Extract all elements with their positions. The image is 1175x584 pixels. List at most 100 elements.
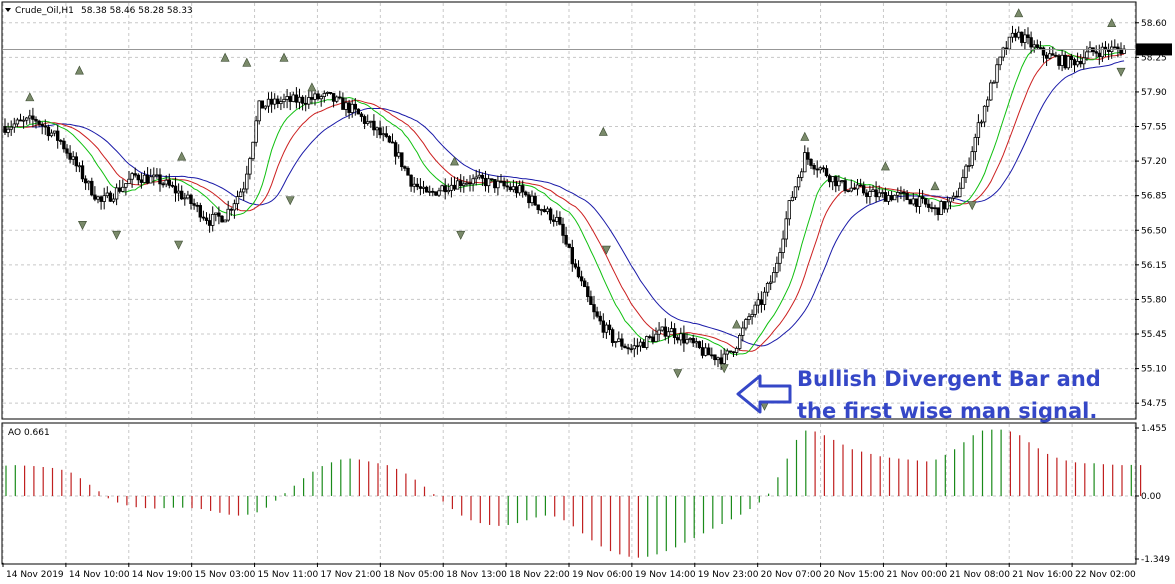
candle-body bbox=[564, 234, 568, 245]
candle-body bbox=[291, 94, 295, 102]
time-tick-label: 14 Nov 19:00 bbox=[132, 570, 193, 580]
candle bbox=[465, 178, 469, 187]
candle-body bbox=[46, 126, 51, 137]
fractal-up-marker bbox=[800, 131, 810, 141]
candle bbox=[555, 210, 559, 226]
candle-body bbox=[995, 64, 999, 83]
candle bbox=[964, 163, 968, 183]
candle-body bbox=[421, 186, 426, 189]
candle bbox=[133, 167, 137, 178]
candle bbox=[896, 187, 900, 203]
candle bbox=[245, 165, 249, 194]
candle-body bbox=[452, 184, 457, 190]
candle-body bbox=[586, 286, 590, 298]
candle-body bbox=[527, 194, 531, 204]
candle bbox=[657, 322, 661, 342]
candle bbox=[1069, 53, 1074, 69]
candle-body bbox=[381, 133, 385, 136]
candle-body bbox=[800, 171, 804, 178]
candle-body bbox=[248, 158, 252, 175]
candle bbox=[626, 343, 630, 355]
candle bbox=[527, 191, 531, 209]
candle bbox=[34, 116, 38, 129]
candle bbox=[564, 226, 568, 247]
candle bbox=[858, 178, 863, 187]
candle bbox=[862, 181, 866, 196]
candle-body bbox=[158, 174, 162, 185]
candle bbox=[992, 80, 996, 84]
candle bbox=[139, 172, 144, 189]
candle-body bbox=[790, 196, 795, 202]
candle bbox=[967, 157, 971, 172]
candle-body bbox=[598, 315, 602, 322]
candle-body bbox=[601, 320, 605, 333]
candle bbox=[474, 169, 478, 186]
candle-body bbox=[245, 173, 249, 190]
candle-body bbox=[3, 126, 7, 133]
price-tick-label: 54.75 bbox=[1141, 399, 1167, 409]
candle-body bbox=[251, 141, 255, 160]
candle-body bbox=[372, 120, 376, 131]
candle-body bbox=[660, 326, 664, 331]
candle bbox=[1085, 45, 1089, 61]
candle bbox=[753, 301, 757, 318]
candle bbox=[889, 191, 894, 202]
candle-body bbox=[989, 82, 993, 101]
candle-body bbox=[976, 122, 981, 138]
candle bbox=[362, 114, 367, 130]
candle-body bbox=[12, 123, 16, 128]
dropdown-triangle-icon[interactable] bbox=[5, 8, 11, 12]
candle bbox=[958, 182, 962, 198]
candle-body bbox=[369, 120, 373, 123]
candle bbox=[1063, 51, 1067, 70]
candle-body bbox=[322, 93, 326, 97]
candle-body bbox=[775, 262, 779, 273]
candle-body bbox=[118, 187, 122, 192]
candle-body bbox=[1113, 46, 1117, 49]
candle bbox=[759, 291, 764, 313]
candle bbox=[170, 181, 175, 188]
candle-body bbox=[669, 328, 674, 333]
candle bbox=[790, 191, 795, 202]
candle bbox=[1020, 31, 1024, 47]
candle bbox=[607, 319, 612, 336]
candle-body bbox=[189, 194, 193, 205]
candle-body bbox=[282, 98, 286, 103]
candle bbox=[976, 114, 981, 146]
candle bbox=[1066, 55, 1070, 70]
candle bbox=[855, 178, 860, 196]
candle bbox=[9, 120, 13, 136]
candle-body bbox=[722, 353, 726, 364]
candle bbox=[322, 90, 326, 103]
candle bbox=[183, 192, 187, 206]
candle bbox=[635, 338, 640, 355]
candle-body bbox=[694, 341, 698, 344]
candle-body bbox=[307, 97, 311, 105]
candle-body bbox=[124, 183, 128, 188]
candle-body bbox=[474, 176, 478, 180]
candle-body bbox=[936, 207, 940, 216]
candle bbox=[691, 334, 695, 348]
alligator-jaw-line bbox=[5, 60, 1125, 347]
candle bbox=[672, 323, 677, 345]
candle bbox=[440, 184, 444, 192]
time-tick-label: 14 Nov 10:00 bbox=[69, 570, 130, 580]
candle-body bbox=[331, 93, 336, 102]
candle-body bbox=[865, 192, 869, 197]
candle bbox=[396, 144, 401, 159]
candle bbox=[524, 190, 528, 197]
candle bbox=[338, 90, 342, 100]
candle bbox=[511, 179, 516, 193]
candle-body bbox=[294, 94, 299, 103]
candle bbox=[90, 177, 94, 197]
candle-body bbox=[883, 192, 888, 202]
candle bbox=[877, 185, 881, 201]
candle-body bbox=[508, 186, 512, 191]
candle-body bbox=[638, 341, 643, 347]
candle bbox=[800, 168, 804, 182]
candle bbox=[223, 219, 227, 223]
candle-body bbox=[750, 313, 754, 318]
left-arrow-icon bbox=[736, 374, 792, 414]
price-tick-label: 57.90 bbox=[1141, 88, 1167, 98]
